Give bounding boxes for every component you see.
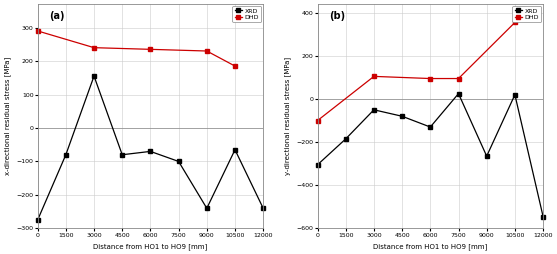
XRD bbox=[399, 115, 405, 118]
XRD bbox=[62, 153, 69, 156]
DHD bbox=[370, 75, 377, 78]
XRD bbox=[147, 150, 154, 153]
XRD bbox=[455, 92, 462, 95]
Text: (b): (b) bbox=[329, 11, 345, 21]
XRD bbox=[343, 137, 349, 140]
Legend: XRD, DHD: XRD, DHD bbox=[512, 6, 541, 22]
Text: (a): (a) bbox=[49, 11, 65, 21]
DHD bbox=[455, 77, 462, 80]
X-axis label: Distance from HO1 to HO9 [mm]: Distance from HO1 to HO9 [mm] bbox=[93, 243, 208, 250]
DHD bbox=[314, 119, 321, 122]
XRD bbox=[483, 155, 490, 158]
XRD bbox=[232, 148, 238, 151]
DHD bbox=[427, 77, 434, 80]
DHD bbox=[511, 21, 518, 24]
XRD bbox=[35, 218, 41, 221]
XRD bbox=[260, 207, 267, 210]
XRD bbox=[203, 207, 210, 210]
DHD bbox=[91, 46, 97, 49]
XRD bbox=[175, 160, 182, 163]
Legend: XRD, DHD: XRD, DHD bbox=[232, 6, 261, 22]
XRD bbox=[91, 75, 97, 78]
Line: DHD: DHD bbox=[36, 29, 237, 68]
Y-axis label: x-directional residual stress [MPa]: x-directional residual stress [MPa] bbox=[4, 57, 11, 176]
Y-axis label: y-directional residual stress [MPa]: y-directional residual stress [MPa] bbox=[284, 57, 291, 175]
Line: DHD: DHD bbox=[316, 21, 517, 122]
XRD bbox=[119, 153, 125, 156]
X-axis label: Distance from HO1 to HO9 [mm]: Distance from HO1 to HO9 [mm] bbox=[373, 243, 487, 250]
DHD bbox=[232, 65, 238, 68]
XRD bbox=[511, 93, 518, 96]
Line: XRD: XRD bbox=[36, 74, 265, 222]
XRD bbox=[540, 215, 546, 218]
DHD bbox=[147, 48, 154, 51]
Line: XRD: XRD bbox=[316, 92, 545, 218]
DHD bbox=[203, 50, 210, 53]
DHD bbox=[35, 29, 41, 33]
XRD bbox=[370, 108, 377, 111]
XRD bbox=[314, 163, 321, 166]
XRD bbox=[427, 125, 434, 129]
